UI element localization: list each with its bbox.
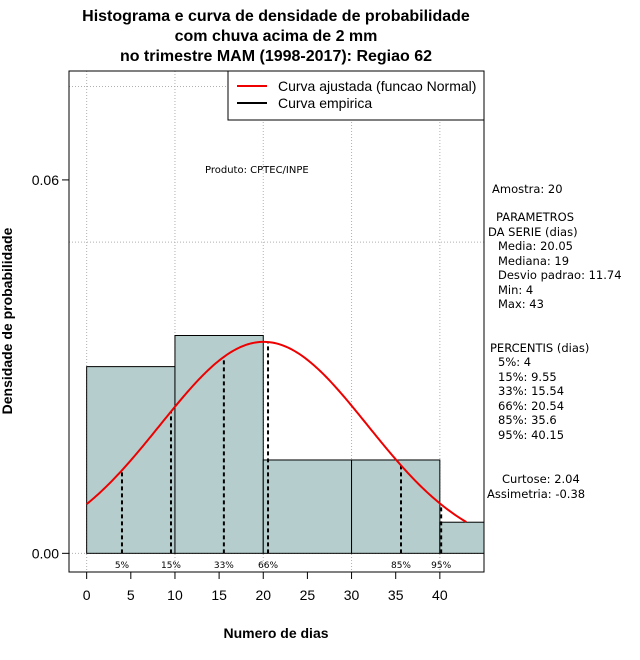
y-tick-label: 0.00 xyxy=(32,545,59,561)
x-axis-title: Numero de dias xyxy=(223,625,328,641)
histogram-bar-2 xyxy=(262,459,353,554)
x-axis: 0 5 10 15 20 25 30 35 40 xyxy=(83,571,448,603)
param-median: Mediana: 19 xyxy=(498,254,569,268)
param-mean: Media: 20.05 xyxy=(498,239,573,253)
percentile-label-33%: 33% xyxy=(214,561,234,571)
kurtosis: Curtose: 2.04 xyxy=(502,472,580,486)
percentil-95: 95%: 40.15 xyxy=(498,428,564,442)
legend-label-fit: Curva ajustada (funcao Normal) xyxy=(278,78,476,94)
histogram-bar-1 xyxy=(174,335,264,554)
x-tick-label: 30 xyxy=(344,587,360,603)
percentile-label-85%: 85% xyxy=(391,561,411,571)
percentis-heading: PERCENTIS (dias) xyxy=(490,341,589,355)
percentil-5: 5%: 4 xyxy=(498,355,531,369)
percentile-label-15%: 15% xyxy=(161,561,181,571)
percentil-85: 85%: 35.6 xyxy=(498,413,557,427)
percentil-15: 15%: 9.55 xyxy=(498,370,557,384)
x-tick-label: 40 xyxy=(432,587,448,603)
y-axis: 0.00 0.06 xyxy=(32,172,70,561)
percentile-lines: 5% 15% 33% 66% 85% 95% xyxy=(115,342,452,571)
chart-title-line-1: Histograma e curva de densidade de proba… xyxy=(82,8,470,25)
chart-title-line-2: com chuva acima de 2 mm xyxy=(175,28,378,45)
side-panel: Amostra: 20 PARAMETROS DA SERIE (dias) M… xyxy=(487,182,622,501)
x-tick-label: 35 xyxy=(388,587,404,603)
product-credit: Produto: CPTEC/INPE xyxy=(205,165,309,176)
x-tick-label: 15 xyxy=(211,587,227,603)
percentile-label-95%: 95% xyxy=(431,561,451,571)
param-max: Max: 43 xyxy=(498,297,544,311)
chart-title-line-3: no trimestre MAM (1998-2017): Regiao 62 xyxy=(120,48,432,65)
legend-box xyxy=(227,70,485,121)
x-tick-label: 20 xyxy=(255,587,271,603)
percentil-33: 33%: 15.54 xyxy=(498,384,564,398)
sample-size: Amostra: 20 xyxy=(492,182,563,196)
y-axis-title: Densidade de probabilidade xyxy=(0,227,15,414)
legend: Curva ajustada (funcao Normal) Curva emp… xyxy=(227,70,485,121)
percentile-label-5%: 5% xyxy=(115,561,130,571)
x-tick-label: 0 xyxy=(83,587,91,603)
param-sd: Desvio padrao: 11.74 xyxy=(498,268,622,282)
histogram-bar-4 xyxy=(439,521,485,554)
legend-label-empirical: Curva empirica xyxy=(278,95,372,111)
y-tick-label: 0.06 xyxy=(32,172,59,188)
params-heading-1: PARAMETROS xyxy=(496,210,574,224)
x-tick-label: 25 xyxy=(300,587,316,603)
histogram-bars xyxy=(86,335,485,554)
normal-fit-curve xyxy=(86,340,467,523)
percentil-66: 66%: 20.54 xyxy=(498,399,564,413)
x-tick-label: 10 xyxy=(167,587,183,603)
param-min: Min: 4 xyxy=(498,283,533,297)
x-tick-label: 5 xyxy=(127,587,135,603)
percentile-label-66%: 66% xyxy=(258,561,278,571)
histogram-bar-3 xyxy=(351,459,441,554)
skewness: Assimetria: -0.38 xyxy=(487,487,585,501)
params-heading-2: DA SERIE (dias) xyxy=(488,225,578,239)
